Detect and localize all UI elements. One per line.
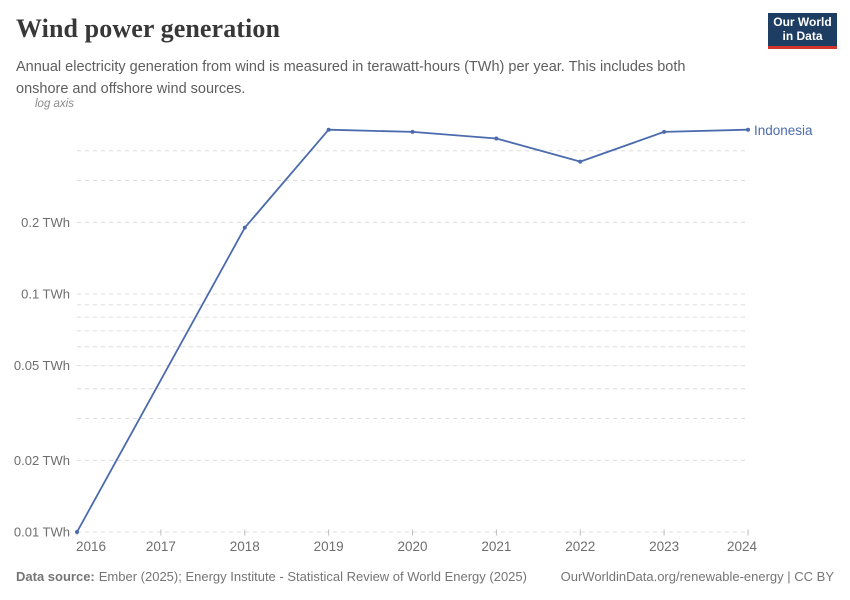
page-title: Wind power generation xyxy=(16,14,281,43)
log-axis-note: log axis xyxy=(35,98,74,110)
data-source-label: Data source: xyxy=(16,569,95,584)
data-point[interactable] xyxy=(746,127,750,132)
y-axis-tick-label: 0.02 TWh xyxy=(14,453,70,468)
data-point[interactable] xyxy=(578,159,583,164)
data-source-text: Ember (2025); Energy Institute - Statist… xyxy=(98,569,527,584)
data-point[interactable] xyxy=(75,530,79,534)
x-axis-tick-label: 2023 xyxy=(649,539,679,554)
data-point[interactable] xyxy=(410,129,415,134)
data-point[interactable] xyxy=(326,127,331,132)
x-axis-tick-label: 2022 xyxy=(565,539,595,554)
y-axis-tick-label: 0.01 TWh xyxy=(14,525,70,540)
data-source: Data source: Ember (2025); Energy Institu… xyxy=(16,569,527,584)
x-axis-tick-label: 2021 xyxy=(481,539,511,554)
owid-logo-line2: in Data xyxy=(782,28,823,43)
series-label-indonesia[interactable]: Indonesia xyxy=(754,123,813,138)
data-point[interactable] xyxy=(242,225,247,230)
x-axis-tick-label: 2024 xyxy=(727,539,758,554)
x-axis-tick-label: 2019 xyxy=(314,539,344,554)
x-axis-tick-label: 2020 xyxy=(397,539,427,554)
y-axis-tick-label: 0.2 TWh xyxy=(21,215,70,230)
data-point[interactable] xyxy=(494,136,499,141)
x-axis-tick-label: 2018 xyxy=(230,539,260,554)
x-axis-tick-label: 2016 xyxy=(76,539,106,554)
owid-logo-line1: Our World xyxy=(773,15,832,29)
chart-subtitle: Annual electricity generation from wind … xyxy=(16,59,686,97)
chart-footer: Data source: Ember (2025); Energy Institu… xyxy=(16,569,834,589)
series-line-indonesia[interactable] xyxy=(76,128,749,533)
y-axis-tick-label: 0.1 TWh xyxy=(21,287,70,302)
owid-logo[interactable]: Our World in Data xyxy=(768,13,837,49)
x-axis-tick-label: 2017 xyxy=(146,539,176,554)
data-point[interactable] xyxy=(662,129,667,134)
y-axis-tick-label: 0.05 TWh xyxy=(14,358,70,373)
attribution-link[interactable]: OurWorldinData.org/renewable-energy | CC… xyxy=(560,569,834,584)
